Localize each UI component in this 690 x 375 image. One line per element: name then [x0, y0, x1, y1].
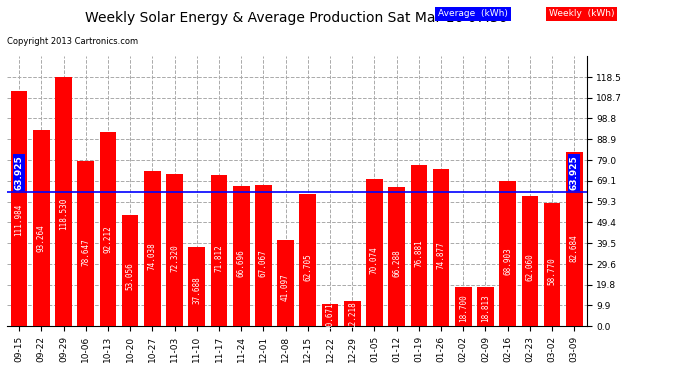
Text: Copyright 2013 Cartronics.com: Copyright 2013 Cartronics.com [7, 38, 138, 46]
Bar [388, 187, 405, 326]
Bar [33, 130, 50, 326]
Text: 66.696: 66.696 [237, 249, 246, 277]
Text: 70.074: 70.074 [370, 246, 379, 274]
Bar [411, 165, 427, 326]
Text: 92.212: 92.212 [104, 225, 112, 253]
Text: 58.770: 58.770 [548, 257, 557, 285]
Text: Weekly  (kWh): Weekly (kWh) [549, 9, 614, 18]
Text: 63.925: 63.925 [570, 155, 579, 190]
Text: 111.984: 111.984 [14, 204, 23, 237]
Bar [55, 77, 72, 326]
Text: 76.881: 76.881 [414, 240, 424, 267]
Text: 82.684: 82.684 [570, 234, 579, 262]
Bar [433, 169, 449, 326]
Text: 53.056: 53.056 [126, 262, 135, 290]
Text: 71.812: 71.812 [215, 244, 224, 272]
Bar [566, 152, 582, 326]
Bar [366, 179, 383, 326]
Bar [144, 171, 161, 326]
Text: 12.218: 12.218 [348, 301, 357, 328]
Bar [99, 132, 117, 326]
Text: 93.264: 93.264 [37, 224, 46, 252]
Bar [500, 182, 516, 326]
Bar [277, 240, 294, 326]
Text: 74.038: 74.038 [148, 242, 157, 270]
Bar [455, 287, 471, 326]
Bar [544, 202, 560, 326]
Text: 78.647: 78.647 [81, 238, 90, 266]
Bar [166, 174, 183, 326]
Text: Average  (kWh): Average (kWh) [438, 9, 508, 18]
Text: 63.925: 63.925 [14, 155, 23, 190]
Text: 18.813: 18.813 [481, 295, 490, 322]
Bar [322, 304, 338, 326]
Text: Weekly Solar Energy & Average Production Sat Mar 16 07:36: Weekly Solar Energy & Average Production… [86, 11, 508, 25]
Bar [77, 161, 94, 326]
Bar [522, 196, 538, 326]
Text: 67.067: 67.067 [259, 249, 268, 277]
Bar [210, 175, 227, 326]
Bar [255, 185, 272, 326]
Bar [233, 186, 250, 326]
Text: 66.288: 66.288 [392, 250, 401, 278]
Bar [11, 91, 28, 326]
Text: 37.688: 37.688 [193, 277, 201, 304]
Bar [299, 194, 316, 326]
Text: 10.671: 10.671 [326, 302, 335, 330]
Text: 68.903: 68.903 [503, 247, 512, 275]
Text: 62.060: 62.060 [525, 254, 534, 281]
Text: 18.700: 18.700 [459, 295, 468, 322]
Text: 72.320: 72.320 [170, 244, 179, 272]
Text: 41.097: 41.097 [281, 273, 290, 301]
Bar [122, 214, 139, 326]
Bar [188, 247, 205, 326]
Text: 118.530: 118.530 [59, 198, 68, 230]
Bar [477, 287, 494, 326]
Text: 74.877: 74.877 [437, 242, 446, 269]
Bar [344, 300, 361, 326]
Text: 62.705: 62.705 [304, 253, 313, 281]
